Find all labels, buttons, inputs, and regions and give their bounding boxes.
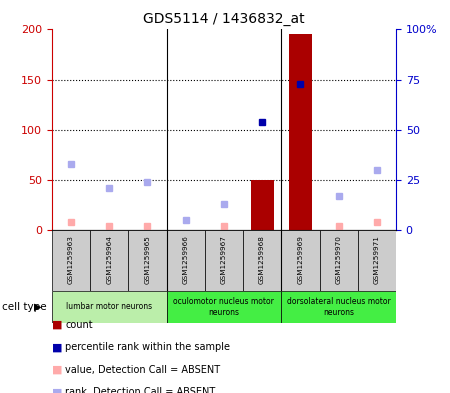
Text: GSM1259968: GSM1259968 xyxy=(259,235,265,284)
Bar xyxy=(281,230,320,291)
Bar xyxy=(166,230,205,291)
Text: ■: ■ xyxy=(52,342,62,353)
Text: dorsolateral nucleus motor
neurons: dorsolateral nucleus motor neurons xyxy=(287,297,391,317)
Text: GSM1259969: GSM1259969 xyxy=(297,235,303,284)
Title: GDS5114 / 1436832_at: GDS5114 / 1436832_at xyxy=(143,12,305,26)
Text: ■: ■ xyxy=(52,387,62,393)
Text: cell type: cell type xyxy=(2,302,47,312)
Bar xyxy=(281,291,396,323)
Bar xyxy=(358,230,396,291)
Text: GSM1259965: GSM1259965 xyxy=(144,235,150,284)
Text: lumbar motor neurons: lumbar motor neurons xyxy=(66,303,152,311)
Text: GSM1259966: GSM1259966 xyxy=(183,235,189,284)
Bar xyxy=(52,230,90,291)
Text: GSM1259964: GSM1259964 xyxy=(106,235,112,284)
Bar xyxy=(205,230,243,291)
Text: ▶: ▶ xyxy=(34,302,41,312)
Text: value, Detection Call = ABSENT: value, Detection Call = ABSENT xyxy=(65,365,220,375)
Bar xyxy=(251,180,274,230)
Text: count: count xyxy=(65,320,93,330)
Text: ■: ■ xyxy=(52,365,62,375)
Bar xyxy=(128,230,166,291)
Bar xyxy=(243,230,281,291)
Text: oculomotor nucleus motor
neurons: oculomotor nucleus motor neurons xyxy=(173,297,274,317)
Bar xyxy=(289,35,312,230)
Text: GSM1259967: GSM1259967 xyxy=(221,235,227,284)
Bar xyxy=(52,291,166,323)
Text: GSM1259971: GSM1259971 xyxy=(374,235,380,284)
Text: rank, Detection Call = ABSENT: rank, Detection Call = ABSENT xyxy=(65,387,216,393)
Bar xyxy=(166,291,281,323)
Bar xyxy=(90,230,128,291)
Text: ■: ■ xyxy=(52,320,62,330)
Text: GSM1259963: GSM1259963 xyxy=(68,235,74,284)
Bar xyxy=(320,230,358,291)
Text: percentile rank within the sample: percentile rank within the sample xyxy=(65,342,230,353)
Text: GSM1259970: GSM1259970 xyxy=(336,235,342,284)
